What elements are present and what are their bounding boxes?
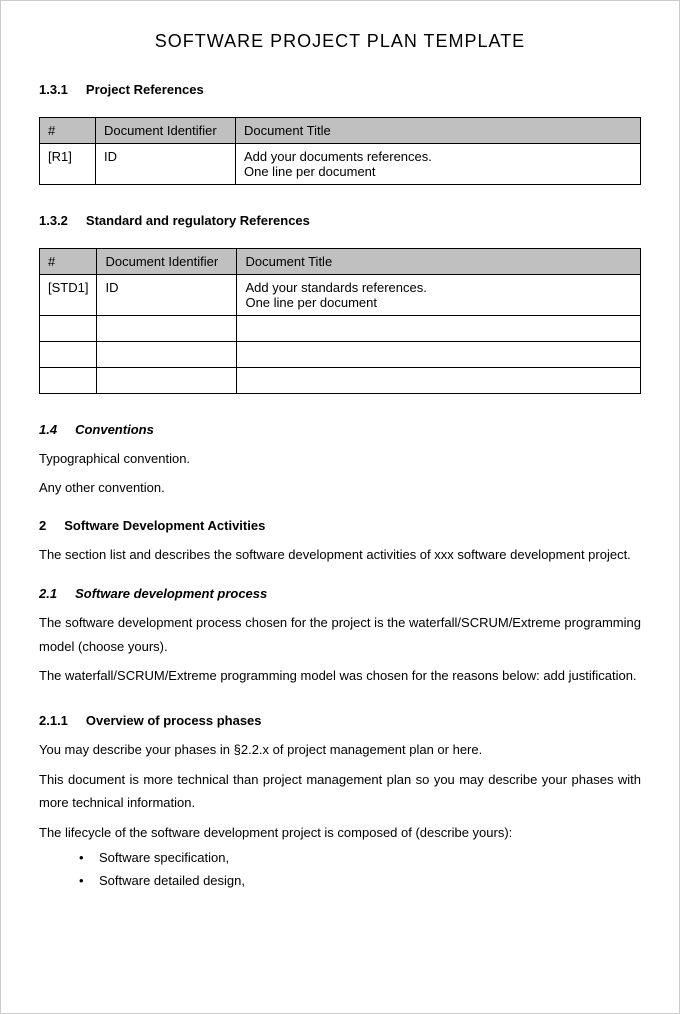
conventions-p1: Typographical convention. (39, 447, 641, 470)
cell-id: ID (96, 144, 236, 185)
col-header-num: # (40, 118, 96, 144)
section-2-1-heading: 2.1 Software development process (39, 586, 641, 601)
section-2-1-1-label: Overview of process phases (86, 713, 262, 728)
cell-title-line1: Add your standards references. (245, 280, 632, 295)
section-2-1-p2: The waterfall/SCRUM/Extreme programming … (39, 664, 641, 687)
section-1-4-label: Conventions (75, 422, 154, 437)
table-empty-row (40, 316, 641, 342)
section-1-3-2-label: Standard and regulatory References (86, 213, 310, 228)
references-table-1: # Document Identifier Document Title [R1… (39, 117, 641, 185)
cell-title: Add your standards references. One line … (237, 275, 641, 316)
section-1-3-1-label: Project References (86, 82, 204, 97)
cell-title: Add your documents references. One line … (236, 144, 641, 185)
section-2-label: Software Development Activities (64, 518, 265, 533)
col-header-id: Document Identifier (97, 249, 237, 275)
cell-id: ID (97, 275, 237, 316)
section-1-3-1-heading: 1.3.1 Project References (39, 82, 641, 97)
cell-title-line1: Add your documents references. (244, 149, 632, 164)
section-2-p1: The section list and describes the softw… (39, 543, 641, 566)
cell-title-line2: One line per document (244, 164, 632, 179)
section-1-3-2-heading: 1.3.2 Standard and regulatory References (39, 213, 641, 228)
table-row: [R1] ID Add your documents references. O… (40, 144, 641, 185)
col-header-title: Document Title (236, 118, 641, 144)
table-empty-row (40, 342, 641, 368)
section-2-heading: 2 Software Development Activities (39, 518, 641, 533)
section-2-1-p1: The software development process chosen … (39, 611, 641, 658)
col-header-id: Document Identifier (96, 118, 236, 144)
section-1-4-num: 1.4 (39, 422, 57, 437)
section-1-3-2-num: 1.3.2 (39, 213, 68, 228)
bullet-item: Software specification, (99, 846, 641, 869)
table-empty-row (40, 368, 641, 394)
col-header-num: # (40, 249, 97, 275)
section-2-1-1-p3: The lifecycle of the software developmen… (39, 821, 641, 844)
table-row: [STD1] ID Add your standards references.… (40, 275, 641, 316)
section-2-1-1-p1: You may describe your phases in §2.2.x o… (39, 738, 641, 761)
conventions-p2: Any other convention. (39, 476, 641, 499)
section-2-1-1-num: 2.1.1 (39, 713, 68, 728)
section-1-3-1-num: 1.3.1 (39, 82, 68, 97)
lifecycle-bullets: Software specification, Software detaile… (39, 846, 641, 893)
section-2-1-1-heading: 2.1.1 Overview of process phases (39, 713, 641, 728)
section-2-1-label: Software development process (75, 586, 267, 601)
col-header-title: Document Title (237, 249, 641, 275)
doc-title: SOFTWARE PROJECT PLAN TEMPLATE (39, 31, 641, 52)
table-header-row: # Document Identifier Document Title (40, 249, 641, 275)
section-2-num: 2 (39, 518, 46, 533)
references-table-2: # Document Identifier Document Title [ST… (39, 248, 641, 394)
table-header-row: # Document Identifier Document Title (40, 118, 641, 144)
document-page: SOFTWARE PROJECT PLAN TEMPLATE 1.3.1 Proj… (1, 1, 679, 913)
section-2-1-1-p2: This document is more technical than pro… (39, 768, 641, 815)
cell-title-line2: One line per document (245, 295, 632, 310)
bullet-item: Software detailed design, (99, 869, 641, 892)
cell-ref: [STD1] (40, 275, 97, 316)
section-2-1-num: 2.1 (39, 586, 57, 601)
section-1-4-heading: 1.4 Conventions (39, 422, 641, 437)
cell-ref: [R1] (40, 144, 96, 185)
